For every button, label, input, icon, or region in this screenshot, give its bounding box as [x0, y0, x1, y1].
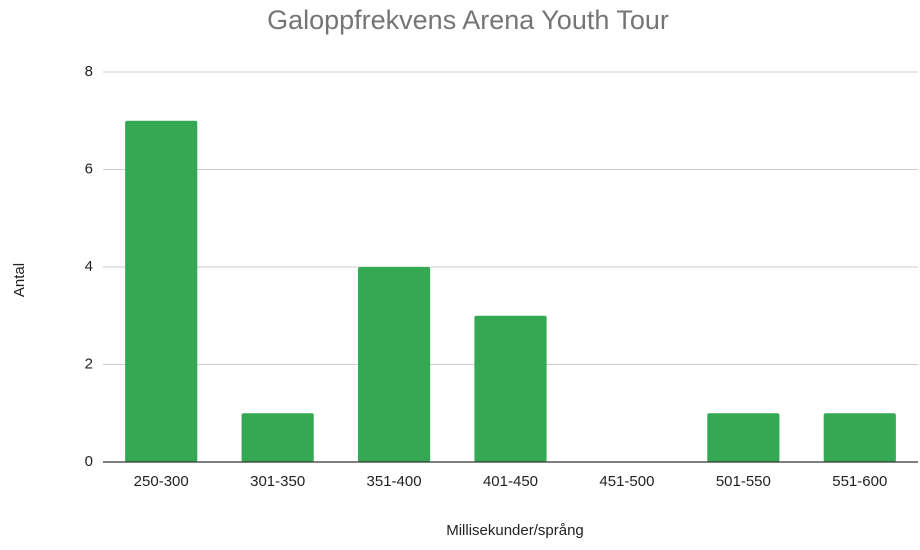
x-tick-label: 551-600	[832, 473, 887, 490]
x-tick-label: 401-450	[483, 473, 538, 490]
bar	[357, 267, 431, 462]
x-tick-label: 451-500	[599, 473, 654, 490]
x-tick-label: 301-350	[250, 473, 305, 490]
x-tick-label: 351-400	[367, 473, 422, 490]
x-tick-label: 501-550	[716, 473, 771, 490]
bar	[241, 413, 314, 462]
y-tick-label: 4	[85, 258, 93, 275]
chart-title: Galoppfrekvens Arena Youth Tour	[267, 5, 669, 35]
y-tick-label: 0	[85, 453, 93, 470]
x-tick-label: 250-300	[134, 473, 189, 490]
y-tick-label: 2	[85, 355, 93, 372]
bar	[474, 315, 547, 462]
y-tick-label: 8	[85, 63, 93, 80]
bar	[707, 413, 780, 462]
bar	[125, 120, 198, 462]
x-axis-label: Millisekunder/språng	[446, 522, 584, 539]
bar	[823, 413, 896, 462]
y-tick-label: 6	[85, 160, 93, 177]
y-axis-label: Antal	[11, 263, 28, 297]
